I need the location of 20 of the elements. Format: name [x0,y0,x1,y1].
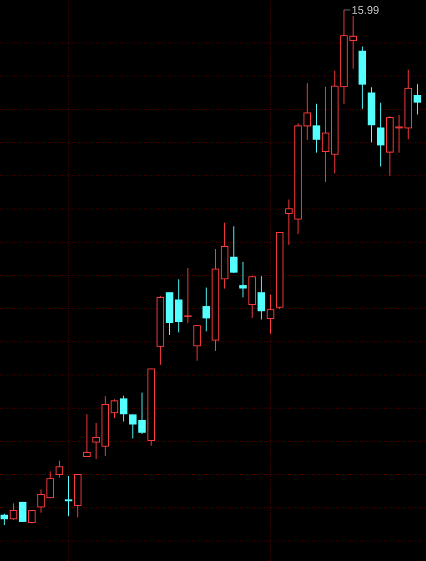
candlestick [0,513,8,526]
candlestick [414,84,422,115]
candlestick [376,102,384,167]
candlestick [266,294,274,334]
candlestick [285,199,293,246]
candlestick [28,510,36,524]
candlestick [18,501,26,522]
candlestick [349,16,357,70]
candlestick [184,268,192,324]
candlestick [193,324,201,362]
candlestick [258,276,266,320]
candlestick [10,502,18,520]
candlestick [239,261,247,298]
annotation: 15.99 [352,6,379,14]
candlestick [230,226,238,274]
candlestick [202,287,210,332]
candlestick [56,460,64,478]
candlestick [83,414,91,458]
candlestick [120,395,128,422]
candlestick [312,103,320,154]
